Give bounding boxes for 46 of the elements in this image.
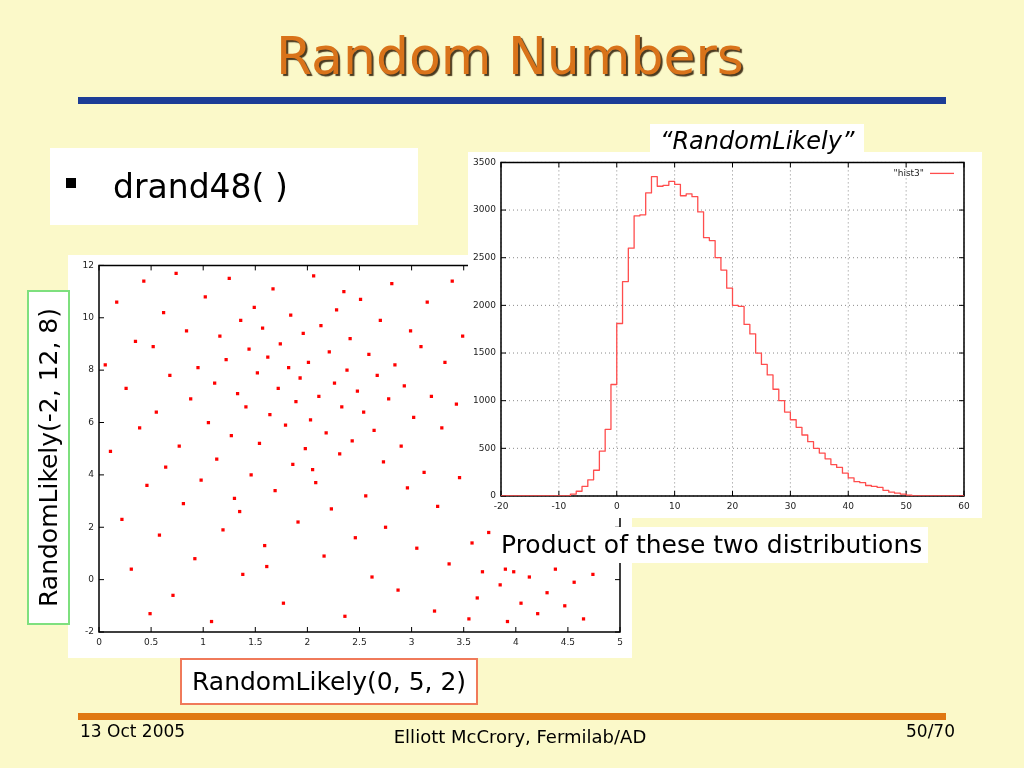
x-tick-label: 2 — [304, 636, 311, 647]
y-tick-label: 10 — [82, 312, 95, 323]
x-tick-label: 2.5 — [352, 636, 367, 647]
x-tick-label: 0 — [96, 636, 103, 647]
x-tick-label: 0.5 — [143, 636, 159, 647]
chart-title: “RandomLikely” — [650, 124, 865, 158]
x-tick-label: 50 — [900, 500, 913, 511]
y-tick-label: 3500 — [473, 156, 497, 167]
y-tick-label: 6 — [88, 416, 95, 427]
y-tick-label: 2 — [88, 521, 94, 532]
x-tick-label: 60 — [958, 500, 970, 511]
y-tick-label: -2 — [85, 626, 94, 637]
chart-title: Random Numbers — [276, 26, 744, 86]
y-tick-label: 1000 — [473, 395, 497, 406]
x-tick-label: 1.5 — [248, 636, 263, 647]
y-tick-label: 12 — [82, 259, 94, 270]
text: Elliott McCrory, Fermilab/AD — [393, 726, 647, 747]
text: 50/70 — [906, 721, 955, 741]
x-tick-label: 5 — [617, 636, 623, 647]
y-tick-label: 2500 — [473, 252, 497, 263]
x-tick-label: 40 — [842, 500, 855, 511]
legend-label: "hist3" — [893, 167, 924, 178]
y-tick-label: 500 — [478, 442, 497, 453]
x-tick-label: 30 — [784, 500, 797, 511]
x-tick-label: 1 — [200, 636, 207, 647]
y-tick-label: 8 — [88, 364, 95, 375]
x-tick-label: 0 — [613, 500, 620, 511]
x-tick-label: 20 — [726, 500, 739, 511]
x-tick-label: 4 — [512, 636, 519, 647]
y-tick-label: 2000 — [473, 299, 497, 310]
text: 13 Oct 2005 — [80, 721, 186, 741]
x-axis-title: RandomLikely(0, 5, 2) — [180, 658, 479, 705]
y-tick-label: 0 — [88, 573, 95, 584]
x-tick-label: 4.5 — [560, 636, 576, 647]
x-tick-label: 10 — [668, 500, 681, 511]
y-tick-label: 1500 — [473, 347, 497, 358]
y-tick-label: 4 — [88, 469, 95, 480]
y-tick-label: 0 — [490, 490, 497, 501]
x-tick-label: -20 — [493, 500, 509, 511]
chart-subtitle: drand48( ) — [50, 148, 418, 225]
x-tick-label: 3 — [408, 636, 415, 647]
annotation: Product of these two distributions — [495, 527, 929, 563]
x-tick-label: 3.5 — [456, 636, 471, 647]
x-tick-label: -10 — [551, 500, 567, 511]
y-axis-title: RandomLikely(-2, 12, 8) — [27, 290, 70, 625]
y-tick-label: 3000 — [473, 204, 497, 215]
